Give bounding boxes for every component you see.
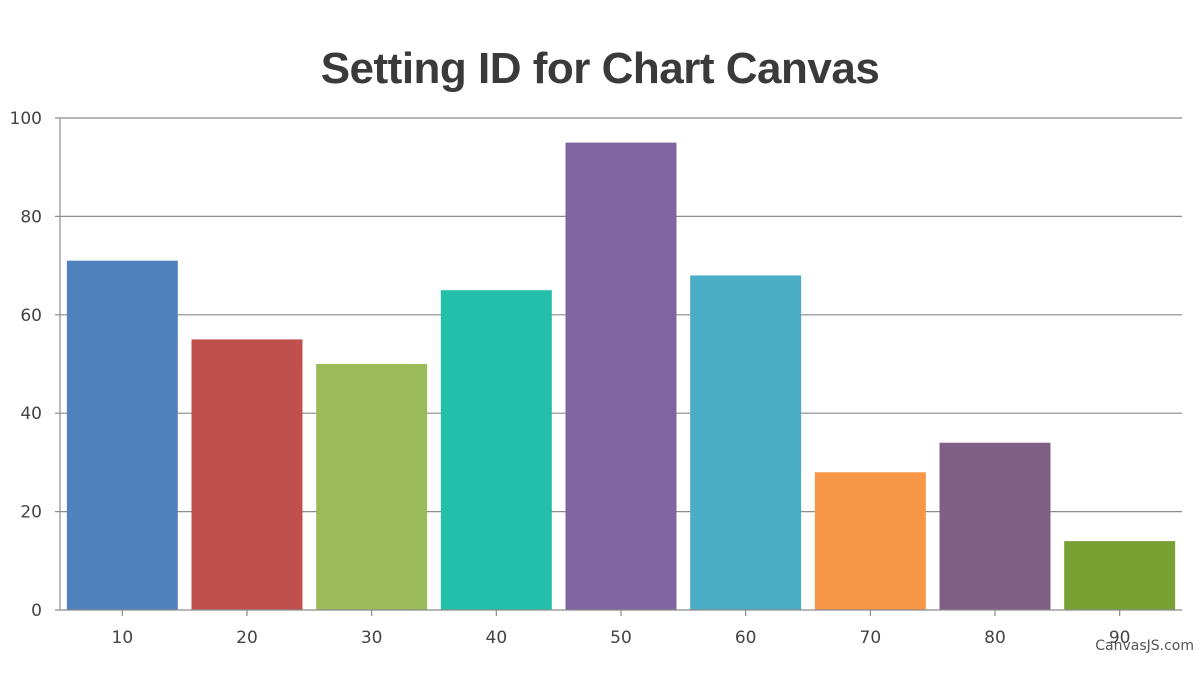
bar: [66, 260, 178, 610]
bar: [316, 364, 428, 610]
bar: [440, 290, 552, 610]
bar: [939, 442, 1051, 610]
y-tick-label: 100: [10, 109, 42, 129]
x-tick-label: 70: [860, 628, 882, 648]
bar: [191, 339, 303, 610]
y-tick-label: 20: [20, 503, 42, 523]
x-tick-label: 60: [735, 628, 757, 648]
chart-title: Setting ID for Chart Canvas: [320, 44, 880, 93]
y-tick-label: 60: [20, 306, 42, 326]
bar: [565, 142, 677, 610]
credit-link[interactable]: CanvasJS.com: [1095, 638, 1194, 654]
x-tick-label: 80: [984, 628, 1006, 648]
bar: [1064, 541, 1176, 610]
x-tick-label: 90: [1109, 628, 1131, 648]
bar: [690, 275, 802, 610]
x-tick-label: 10: [112, 628, 134, 648]
x-tick-label: 50: [610, 628, 632, 648]
bar: [814, 472, 926, 610]
y-tick-label: 0: [31, 601, 42, 621]
y-tick-label: 80: [20, 207, 42, 227]
x-tick-label: 30: [361, 628, 383, 648]
x-tick-label: 20: [236, 628, 258, 648]
y-tick-label: 40: [20, 404, 42, 424]
x-tick-label: 40: [486, 628, 508, 648]
